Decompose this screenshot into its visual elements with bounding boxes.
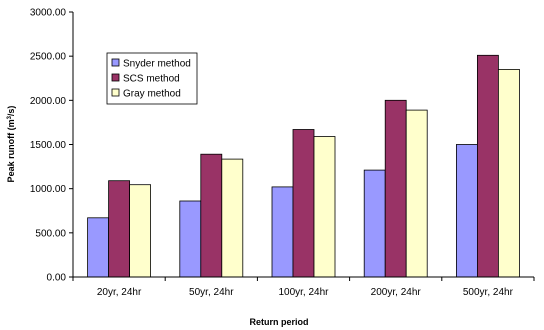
y-tick-label: 1000.00 <box>30 184 67 195</box>
y-tick-label: 2500.00 <box>30 52 67 63</box>
bar-gray-method-1 <box>129 184 152 278</box>
legend-swatch-snyder-method <box>111 58 120 67</box>
legend-label-scs-method: SCS method <box>123 74 180 85</box>
bar-gray-method-3 <box>313 136 336 278</box>
bar-gray-method-5 <box>497 69 520 278</box>
legend-box <box>106 52 198 105</box>
bar-scs-method-1 <box>108 180 130 278</box>
legend-swatch-gray-method <box>111 88 120 97</box>
y-axis-ticks: 0.00 500.00 1000.00 1500.00 2000.00 2500.00 30… <box>30 8 73 284</box>
y-tick-label: 3000.00 <box>30 8 67 19</box>
bar-scs-method-3 <box>292 129 315 278</box>
y-tick-label: 1500.00 <box>30 140 67 151</box>
bar-snyder-method-1 <box>87 217 109 278</box>
bar-snyder-method-4 <box>363 169 386 278</box>
x-tick-label: 500yr, 24hr <box>463 287 514 298</box>
legend-label-snyder-method: Snyder method <box>123 59 191 70</box>
bar-snyder-method-5 <box>455 144 478 278</box>
legend: Snyder method SCS method Gray method <box>106 52 198 105</box>
bar-scs-method-5 <box>476 54 499 278</box>
bar-gray-method-4 <box>405 109 428 278</box>
x-tick-label: 200yr, 24hr <box>371 287 422 298</box>
y-tick-label: 2000.00 <box>30 96 67 107</box>
bar-scs-method-2 <box>200 153 223 278</box>
bar-scs-method-4 <box>384 99 407 278</box>
x-tick-label: 50yr, 24hr <box>189 287 234 298</box>
legend-swatch-scs-method <box>111 73 120 82</box>
bar-snyder-method-2 <box>179 200 202 278</box>
bar-snyder-method-3 <box>271 186 294 278</box>
y-tick-label: 0.00 <box>47 273 67 284</box>
x-tick-label: 100yr, 24hr <box>278 287 329 298</box>
legend-label-gray-method: Gray method <box>123 89 181 100</box>
x-tick-label: 20yr, 24hr <box>97 287 142 298</box>
y-axis-title: Peak runoff (m3/s) <box>6 106 16 183</box>
y-tick-label: 500.00 <box>35 228 66 239</box>
x-axis-ticks: 20yr, 24hr 50yr, 24hr 100yr, 24hr 200yr, 24… <box>72 277 535 298</box>
bar-gray-method-2 <box>221 158 244 278</box>
bars <box>87 54 520 278</box>
x-axis-title: Return period <box>249 317 308 327</box>
